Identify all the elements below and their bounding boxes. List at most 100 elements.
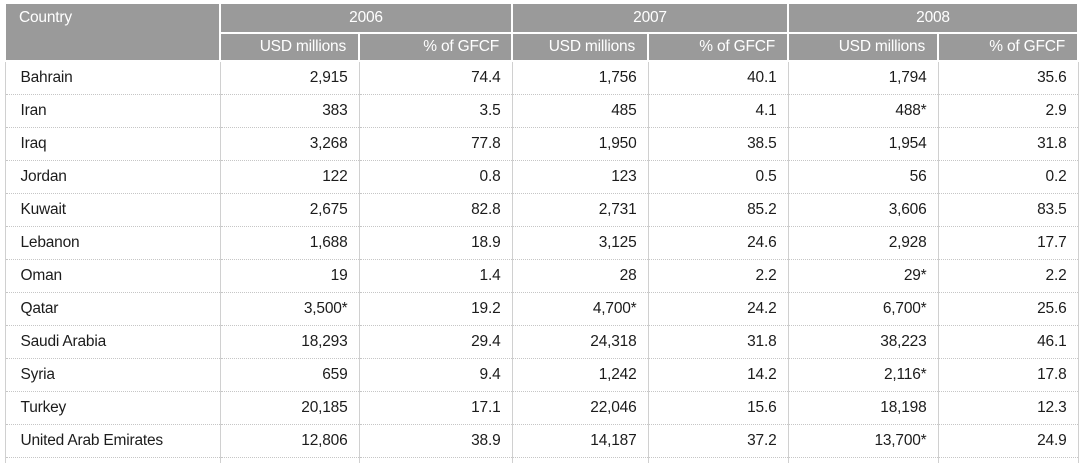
value-cell: 18.9 bbox=[358, 226, 512, 260]
value-cell: 2,928 bbox=[787, 226, 938, 260]
value-cell: 56 bbox=[787, 160, 938, 194]
value-cell: 46.1 bbox=[937, 325, 1078, 359]
value-cell: 1.4 bbox=[358, 259, 512, 293]
value-cell: 3,268 bbox=[219, 127, 359, 161]
table-row: Lebanon 1,688 18.9 3,125 24.6 2,928 17.7 bbox=[5, 226, 1078, 260]
table-body: Bahrain 2,915 74.4 1,756 40.1 1,794 35.6… bbox=[5, 61, 1078, 463]
table-header: Country 2006 2007 2008 USD millions % of… bbox=[4, 2, 1079, 62]
value-cell: 3,125 bbox=[511, 226, 648, 260]
value-cell: 28 bbox=[511, 259, 648, 293]
year-header-2006: 2006 bbox=[219, 2, 513, 34]
value-cell: 2,116* bbox=[787, 358, 938, 392]
year-header-2008: 2008 bbox=[787, 2, 1079, 34]
fdi-country-table: Country 2006 2007 2008 USD millions % of… bbox=[4, 2, 1079, 463]
value-cell: 13,700* bbox=[787, 424, 938, 458]
value-cell: 35.6 bbox=[937, 61, 1078, 95]
value-cell: 12,806 bbox=[219, 424, 359, 458]
value-cell: 77.8 bbox=[358, 127, 512, 161]
table-row: Kuwait 2,675 82.8 2,731 85.2 3,606 83.5 bbox=[5, 193, 1078, 227]
value-cell: 659 bbox=[219, 358, 359, 392]
country-cell: Oman bbox=[5, 259, 220, 293]
value-cell: 4,700* bbox=[511, 292, 648, 326]
country-cell: United Arab Emirates bbox=[5, 424, 220, 458]
sub-header-gfcf-2007: % of GFCF bbox=[647, 32, 789, 62]
value-cell: 0.5 bbox=[647, 160, 788, 194]
value-cell: 9.4 bbox=[358, 358, 512, 392]
country-cell: Saudi Arabia bbox=[5, 325, 220, 359]
value-cell: 40.1 bbox=[647, 61, 788, 95]
value-cell: 19 bbox=[219, 259, 359, 293]
value-cell: 3.5 bbox=[358, 94, 512, 128]
value-cell: 3,500* bbox=[219, 292, 359, 326]
value-cell: 123 bbox=[511, 160, 648, 194]
value-cell: 17.1 bbox=[358, 391, 512, 425]
value-cell: 74.4 bbox=[358, 61, 512, 95]
value-cell: 1,242 bbox=[511, 358, 648, 392]
value-cell: 85.2 bbox=[647, 193, 788, 227]
table-row: Turkey 20,185 17.1 22,046 15.6 18,198 12… bbox=[5, 391, 1078, 425]
sub-header-usd-2008: USD millions bbox=[787, 32, 939, 62]
country-cell: Yemen bbox=[5, 457, 220, 463]
value-cell: 16.7 bbox=[647, 457, 788, 463]
value-cell: 122 bbox=[219, 160, 359, 194]
value-cell: 383 bbox=[219, 94, 359, 128]
table-row: Yemen 1,121 34.2 917 16.7 463* 6.7 bbox=[5, 457, 1078, 463]
table-row: Jordan 122 0.8 123 0.5 56 0.2 bbox=[5, 160, 1078, 194]
value-cell: 24.2 bbox=[647, 292, 788, 326]
table-row: Saudi Arabia 18,293 29.4 24,318 31.8 38,… bbox=[5, 325, 1078, 359]
country-cell: Jordan bbox=[5, 160, 220, 194]
value-cell: 18,293 bbox=[219, 325, 359, 359]
country-cell: Qatar bbox=[5, 292, 220, 326]
value-cell: 6.7 bbox=[937, 457, 1078, 463]
value-cell: 24.9 bbox=[937, 424, 1078, 458]
value-cell: 31.8 bbox=[647, 325, 788, 359]
value-cell: 2,915 bbox=[219, 61, 359, 95]
value-cell: 488* bbox=[787, 94, 938, 128]
value-cell: 1,121 bbox=[219, 457, 359, 463]
country-cell: Lebanon bbox=[5, 226, 220, 260]
value-cell: 1,950 bbox=[511, 127, 648, 161]
value-cell: 2.2 bbox=[647, 259, 788, 293]
country-column-header: Country bbox=[4, 2, 221, 62]
table-row: Qatar 3,500* 19.2 4,700* 24.2 6,700* 25.… bbox=[5, 292, 1078, 326]
value-cell: 0.2 bbox=[937, 160, 1078, 194]
year-header-2007: 2007 bbox=[511, 2, 789, 34]
value-cell: 485 bbox=[511, 94, 648, 128]
value-cell: 31.8 bbox=[937, 127, 1078, 161]
country-cell: Iran bbox=[5, 94, 220, 128]
value-cell: 29.4 bbox=[358, 325, 512, 359]
table-row: Syria 659 9.4 1,242 14.2 2,116* 17.8 bbox=[5, 358, 1078, 392]
value-cell: 0.8 bbox=[358, 160, 512, 194]
table-row: Oman 19 1.4 28 2.2 29* 2.2 bbox=[5, 259, 1078, 293]
table-row: Iran 383 3.5 485 4.1 488* 2.9 bbox=[5, 94, 1078, 128]
value-cell: 38,223 bbox=[787, 325, 938, 359]
value-cell: 1,756 bbox=[511, 61, 648, 95]
value-cell: 14.2 bbox=[647, 358, 788, 392]
value-cell: 1,794 bbox=[787, 61, 938, 95]
value-cell: 917 bbox=[511, 457, 648, 463]
value-cell: 2.2 bbox=[937, 259, 1078, 293]
country-cell: Bahrain bbox=[5, 61, 220, 95]
value-cell: 2,675 bbox=[219, 193, 359, 227]
value-cell: 17.7 bbox=[937, 226, 1078, 260]
country-cell: Syria bbox=[5, 358, 220, 392]
sub-header-usd-2006: USD millions bbox=[219, 32, 360, 62]
sub-header-gfcf-2008: % of GFCF bbox=[937, 32, 1079, 62]
value-cell: 34.2 bbox=[358, 457, 512, 463]
table-row: Iraq 3,268 77.8 1,950 38.5 1,954 31.8 bbox=[5, 127, 1078, 161]
value-cell: 20,185 bbox=[219, 391, 359, 425]
value-cell: 2.9 bbox=[937, 94, 1078, 128]
value-cell: 37.2 bbox=[647, 424, 788, 458]
value-cell: 24,318 bbox=[511, 325, 648, 359]
table-row: United Arab Emirates 12,806 38.9 14,187 … bbox=[5, 424, 1078, 458]
value-cell: 12.3 bbox=[937, 391, 1078, 425]
value-cell: 19.2 bbox=[358, 292, 512, 326]
value-cell: 18,198 bbox=[787, 391, 938, 425]
value-cell: 4.1 bbox=[647, 94, 788, 128]
value-cell: 463* bbox=[787, 457, 938, 463]
value-cell: 29* bbox=[787, 259, 938, 293]
country-cell: Iraq bbox=[5, 127, 220, 161]
value-cell: 14,187 bbox=[511, 424, 648, 458]
value-cell: 25.6 bbox=[937, 292, 1078, 326]
value-cell: 38.9 bbox=[358, 424, 512, 458]
